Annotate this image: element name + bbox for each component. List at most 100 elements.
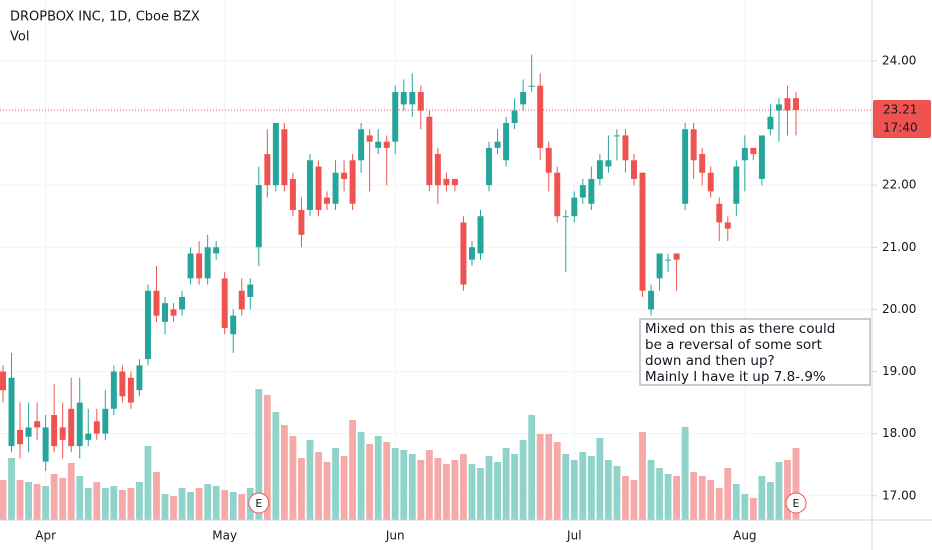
volume-bar (195, 488, 203, 520)
volume-label: Vol (10, 30, 29, 45)
candle-body (596, 160, 603, 179)
volume-bar (323, 462, 331, 520)
candle-body (631, 160, 637, 179)
candle-body (153, 290, 160, 316)
volume-bar (681, 427, 689, 520)
candle-body (162, 303, 168, 322)
volume-bar (221, 490, 229, 520)
volume-bar (84, 488, 92, 520)
candle-body (383, 141, 390, 148)
candle-body (170, 309, 177, 316)
candle-body (204, 247, 211, 279)
volume-bar (664, 474, 672, 520)
volume-bar (33, 484, 41, 520)
y-tick-label: 19.00 (882, 364, 916, 378)
candle-body (375, 141, 382, 148)
volume-bar (775, 462, 783, 520)
candle-body (511, 110, 518, 124)
candle-body (238, 290, 245, 310)
candle-body (699, 154, 706, 173)
y-tick-label: 20.00 (882, 302, 916, 316)
volume-bar (451, 460, 459, 520)
volume-bar (545, 434, 553, 520)
volume-bar (690, 472, 698, 520)
candle-body (716, 203, 723, 223)
candle-body (34, 421, 41, 428)
volume-bar (374, 436, 382, 520)
candle-body (315, 166, 322, 210)
candle-body (51, 415, 58, 447)
candle-body (392, 91, 399, 142)
volume-bar (715, 488, 723, 520)
candle-body (85, 433, 92, 440)
countdown-label: 17:40 (883, 120, 918, 134)
candle-body (690, 129, 697, 161)
y-tick-label: 22.00 (882, 178, 916, 192)
candle-body (366, 135, 373, 142)
volume-bar (16, 480, 24, 520)
x-tick-label: Jul (566, 529, 581, 543)
candle-body (110, 371, 117, 409)
candle-body (486, 147, 493, 186)
volume-bar (528, 415, 536, 520)
volume-bar (622, 476, 629, 520)
candle-body (349, 160, 356, 204)
candle-body (144, 290, 151, 360)
candle-body (17, 429, 24, 445)
candle-body (528, 85, 535, 87)
volume-bar (366, 444, 374, 520)
candle-body (281, 129, 288, 186)
volume-bar (357, 432, 365, 520)
candle-body (255, 185, 262, 248)
price-label: 23.21 (883, 102, 917, 116)
volume-bar (76, 476, 84, 520)
volume-bar (485, 456, 493, 520)
candle-body (443, 178, 450, 186)
volume-bar (0, 480, 7, 520)
volume-bar (391, 448, 399, 520)
y-tick-label: 21.00 (882, 240, 916, 254)
x-tick-label: Jun (385, 529, 405, 543)
earnings-label: E (793, 497, 800, 510)
volume-bar (613, 466, 621, 520)
volume-bar (562, 454, 570, 520)
candle-body (409, 91, 416, 105)
volume-bar (340, 456, 348, 520)
candle-body (579, 185, 586, 198)
volume-bar (477, 468, 484, 520)
volume-bar (698, 476, 706, 520)
candle-body (306, 160, 313, 210)
volume-bar (50, 474, 58, 520)
candle-body (537, 85, 544, 148)
volume-bar (741, 494, 749, 520)
volume-bar (272, 412, 280, 520)
x-tick-label: May (212, 529, 237, 543)
volume-bar (136, 482, 143, 520)
candle-body (341, 172, 348, 179)
volume-bar (656, 468, 663, 520)
volume-bar (161, 494, 169, 520)
candle-body (298, 209, 305, 235)
candle-body (605, 160, 612, 167)
volume-bar (579, 452, 587, 520)
volume-bar (604, 460, 612, 520)
candle-body (477, 216, 484, 254)
candle-body (656, 253, 663, 279)
chart-title: DROPBOX INC, 1D, Cboe BZX (10, 10, 200, 25)
volume-bar (468, 464, 476, 520)
earnings-label: E (255, 497, 262, 510)
candle-body (793, 98, 799, 110)
volume-bar (25, 482, 32, 520)
volume-bar (536, 434, 544, 520)
candle-body (707, 172, 714, 192)
candle-body (741, 147, 748, 161)
volume-bar (647, 460, 655, 520)
volume-bar (408, 454, 416, 520)
candle-body (8, 377, 15, 447)
volume-bar (67, 463, 75, 520)
volume-bar (792, 448, 800, 520)
candle-body (102, 408, 109, 434)
candle-body (272, 123, 279, 186)
